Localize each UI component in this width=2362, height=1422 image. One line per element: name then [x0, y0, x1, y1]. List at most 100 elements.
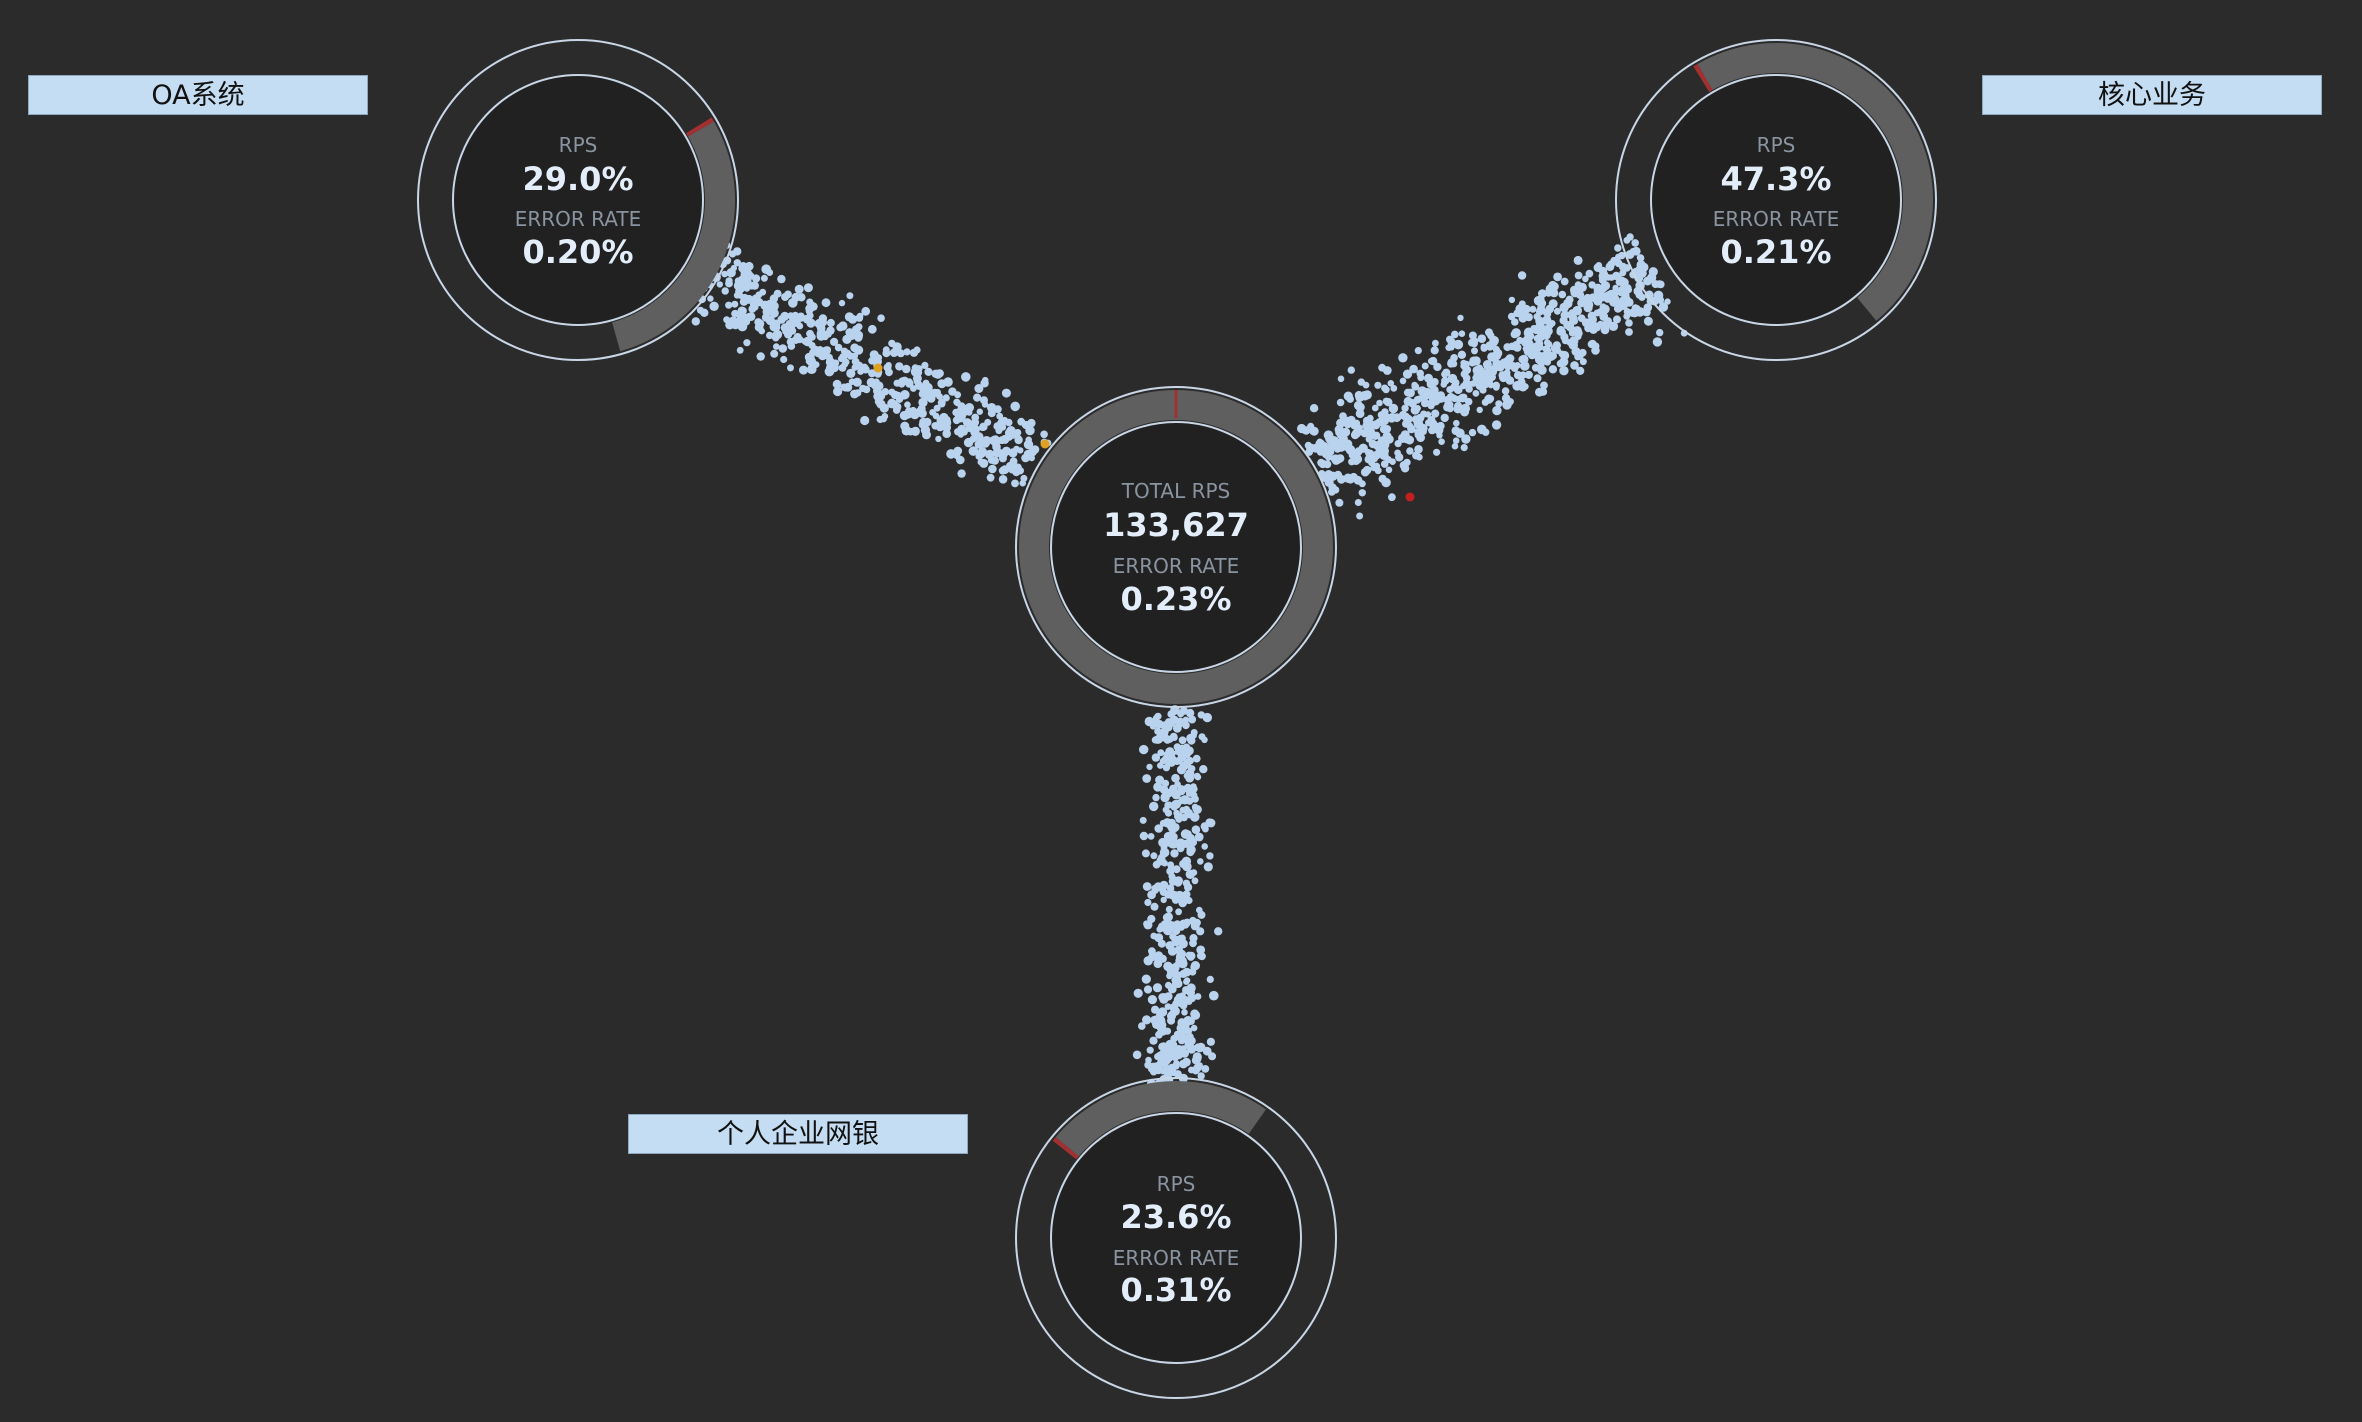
traffic-particle — [1362, 381, 1370, 389]
traffic-particle — [1300, 426, 1309, 434]
traffic-particle — [867, 324, 877, 334]
traffic-particle — [820, 331, 828, 339]
traffic-particle — [731, 309, 739, 318]
traffic-particle — [1181, 1009, 1188, 1016]
traffic-particle — [1450, 354, 1458, 362]
traffic-particle — [1631, 239, 1639, 247]
traffic-particle — [957, 469, 966, 478]
traffic-particle — [1160, 844, 1168, 851]
traffic-particle — [1447, 360, 1455, 368]
traffic-particle — [1510, 330, 1519, 339]
traffic-particle — [1182, 743, 1191, 751]
traffic-particle — [1600, 325, 1610, 335]
traffic-particle — [1414, 445, 1423, 454]
traffic-particle — [1171, 790, 1181, 800]
node-core[interactable]: RPS 47.3% ERROR RATE 0.21% — [1615, 39, 1937, 361]
node-oa-inner-circle — [452, 74, 704, 326]
traffic-particle — [1625, 328, 1633, 336]
traffic-particle — [1366, 414, 1374, 422]
traffic-particle — [743, 285, 751, 292]
traffic-particle — [1159, 880, 1169, 890]
traffic-particle — [829, 363, 839, 373]
traffic-particle — [1156, 1023, 1166, 1033]
traffic-particle — [993, 448, 1003, 458]
traffic-particle — [1407, 424, 1416, 434]
node-bank[interactable]: RPS 23.6% ERROR RATE 0.31% — [1015, 1077, 1337, 1399]
traffic-particle — [744, 261, 754, 271]
traffic-particle — [868, 369, 877, 378]
traffic-particle — [1542, 315, 1552, 325]
traffic-particle — [1535, 339, 1544, 348]
traffic-particle — [915, 407, 923, 415]
traffic-particle — [846, 368, 856, 378]
traffic-particle — [1364, 455, 1373, 464]
traffic-particle — [850, 343, 860, 353]
traffic-particle — [1656, 328, 1664, 337]
node-core-gauge — [1693, 43, 1933, 321]
gauge-oa-error-marker — [686, 117, 714, 137]
traffic-particle — [1411, 382, 1420, 391]
traffic-particle — [961, 372, 971, 382]
traffic-particle — [1591, 346, 1600, 355]
traffic-particle — [870, 379, 879, 388]
traffic-particle — [1501, 371, 1511, 381]
traffic-particle — [1157, 749, 1165, 757]
traffic-particle — [1623, 308, 1631, 315]
traffic-particle — [922, 379, 930, 387]
traffic-particle — [1652, 337, 1663, 347]
traffic-particle — [1192, 805, 1200, 813]
traffic-particle — [910, 385, 917, 392]
traffic-particle — [1612, 284, 1619, 292]
traffic-particle — [1549, 352, 1557, 360]
traffic-particle — [766, 331, 774, 340]
traffic-particle — [1403, 388, 1412, 397]
traffic-particle — [709, 301, 719, 311]
node-bank-rps-value: 23.6% — [1120, 1198, 1231, 1236]
traffic-particle — [1374, 381, 1382, 389]
traffic-particle — [1146, 1046, 1154, 1054]
traffic-particle — [1480, 344, 1488, 352]
traffic-particle — [1209, 990, 1219, 1001]
traffic-particle-alert — [873, 363, 883, 373]
traffic-particle — [1582, 275, 1589, 283]
traffic-particle — [780, 311, 790, 321]
traffic-particle — [1343, 391, 1353, 401]
traffic-particle — [1179, 969, 1188, 979]
traffic-particle — [1643, 316, 1653, 326]
traffic-particle — [1468, 331, 1477, 340]
traffic-particle — [788, 298, 798, 308]
traffic-particle — [1191, 877, 1199, 885]
node-label-oa[interactable]: OA系统 — [28, 75, 368, 115]
node-center[interactable]: TOTAL RPS 133,627 ERROR RATE 0.23% — [1015, 386, 1337, 708]
traffic-particle — [1394, 440, 1402, 448]
traffic-particle — [1370, 464, 1378, 472]
traffic-particle — [1650, 296, 1659, 306]
traffic-particle — [1494, 363, 1502, 371]
node-oa[interactable]: RPS 29.0% ERROR RATE 0.20% — [417, 39, 739, 361]
traffic-particle — [989, 465, 996, 473]
node-core-rps-caption: RPS — [1757, 133, 1796, 157]
traffic-particle — [899, 410, 910, 421]
traffic-particle — [773, 289, 782, 298]
traffic-particle — [1307, 422, 1315, 430]
traffic-particle — [755, 291, 763, 299]
traffic-particle — [1638, 293, 1646, 301]
traffic-particle — [1470, 380, 1477, 387]
traffic-particle — [1188, 715, 1197, 724]
traffic-particle — [1451, 330, 1459, 339]
traffic-particle — [970, 427, 980, 437]
traffic-particle — [1570, 285, 1579, 295]
traffic-particle — [1149, 801, 1159, 812]
traffic-particle — [1398, 353, 1408, 363]
node-label-core[interactable]: 核心业务 — [1982, 75, 2322, 115]
traffic-particle — [892, 342, 902, 352]
traffic-particle — [834, 343, 843, 352]
traffic-particle — [1495, 400, 1503, 408]
traffic-particle — [780, 355, 788, 364]
traffic-particle — [1477, 334, 1487, 344]
traffic-particle — [1487, 332, 1495, 340]
node-label-bank[interactable]: 个人企业网银 — [628, 1114, 968, 1154]
traffic-particle — [1574, 271, 1583, 280]
traffic-particle — [825, 353, 833, 362]
